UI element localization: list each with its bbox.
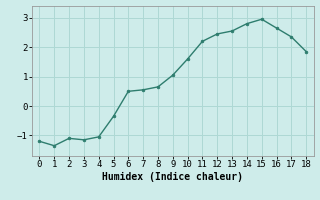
X-axis label: Humidex (Indice chaleur): Humidex (Indice chaleur) — [102, 172, 243, 182]
